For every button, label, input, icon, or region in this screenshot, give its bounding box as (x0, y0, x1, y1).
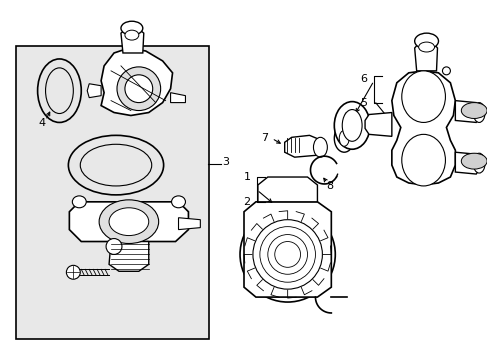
Ellipse shape (124, 30, 139, 40)
Text: 2: 2 (243, 197, 250, 207)
Polygon shape (101, 48, 172, 116)
Ellipse shape (99, 200, 158, 243)
Polygon shape (365, 113, 391, 136)
Text: 5: 5 (360, 98, 367, 108)
Ellipse shape (45, 68, 73, 113)
Bar (16, 46, 209, 339)
Ellipse shape (124, 75, 152, 103)
Ellipse shape (121, 21, 142, 35)
Ellipse shape (472, 153, 484, 173)
Polygon shape (414, 41, 437, 71)
Polygon shape (121, 28, 143, 53)
Ellipse shape (339, 130, 348, 146)
Polygon shape (170, 93, 185, 103)
Ellipse shape (460, 153, 486, 169)
Polygon shape (109, 242, 148, 271)
Text: 4: 4 (38, 118, 45, 129)
Ellipse shape (68, 135, 163, 195)
Polygon shape (454, 152, 479, 174)
Ellipse shape (418, 42, 434, 52)
Text: 1: 1 (243, 172, 250, 182)
Ellipse shape (342, 109, 361, 141)
Polygon shape (69, 202, 188, 242)
Text: 8: 8 (325, 181, 332, 191)
Ellipse shape (240, 207, 335, 302)
Polygon shape (257, 177, 317, 202)
Ellipse shape (414, 33, 438, 49)
Ellipse shape (460, 103, 486, 118)
Ellipse shape (117, 67, 161, 111)
Polygon shape (244, 202, 331, 297)
Ellipse shape (106, 239, 122, 255)
Ellipse shape (38, 59, 81, 122)
Ellipse shape (80, 144, 151, 186)
Text: 3: 3 (222, 157, 229, 167)
Ellipse shape (401, 134, 445, 186)
Ellipse shape (72, 196, 86, 208)
Text: 9: 9 (343, 112, 350, 122)
Ellipse shape (313, 137, 326, 157)
Ellipse shape (171, 196, 185, 208)
Ellipse shape (334, 102, 369, 149)
Ellipse shape (334, 125, 353, 152)
Ellipse shape (109, 208, 148, 235)
Polygon shape (284, 135, 324, 157)
Text: 7: 7 (260, 133, 267, 143)
Polygon shape (391, 71, 454, 185)
Ellipse shape (66, 265, 80, 279)
Ellipse shape (252, 220, 322, 289)
Polygon shape (454, 100, 479, 122)
Polygon shape (178, 218, 200, 230)
Polygon shape (87, 84, 101, 98)
Text: 6: 6 (360, 74, 367, 84)
Ellipse shape (401, 71, 445, 122)
Ellipse shape (442, 67, 449, 75)
Ellipse shape (472, 103, 484, 122)
